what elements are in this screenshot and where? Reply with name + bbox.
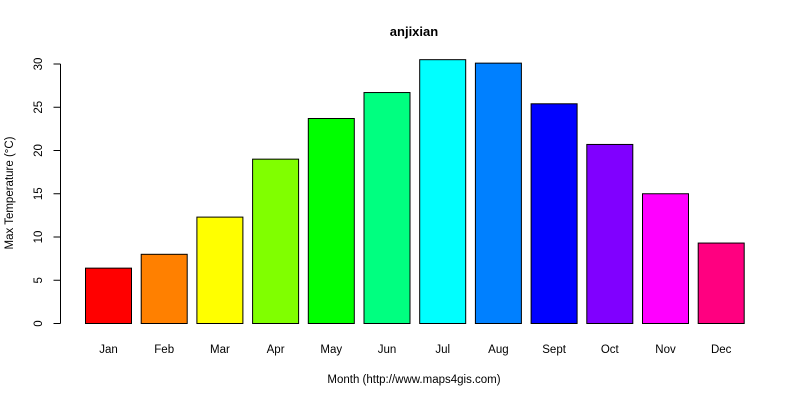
chart-title: anjixian [390,24,438,39]
x-tick-label: Jul [435,344,450,356]
bar-feb [140,253,188,324]
x-tick-label: May [320,344,342,356]
x-tick-label: Aug [488,344,508,356]
y-tick-label: 20 [33,144,45,157]
x-tick-label: Apr [267,344,285,356]
bar-jun [363,92,411,324]
x-tick-labels: Jan Feb Mar Apr May Jun Jul Aug Sept Oct Nov Dec [99,344,731,356]
bar-nov [642,193,689,324]
y-tick-label: 5 [33,277,45,283]
bar-oct [586,143,634,324]
x-tick-label: Jan [99,344,118,356]
x-tick-label: Dec [711,344,732,356]
y-tick-label: 25 [33,101,45,114]
bar-aug [474,62,522,324]
y-axis-label: Max Temperature (°C) [4,136,16,249]
x-tick-label: Feb [154,344,174,356]
bar-apr [252,158,300,324]
bar-may [307,117,355,325]
bar-jul [419,59,467,325]
y-tick-label: 10 [33,231,45,244]
x-tick-label: Nov [655,344,676,356]
bar-sept [530,103,578,325]
bar-dec [697,242,745,324]
x-tick-label: Oct [601,344,620,356]
x-tick-label: Sept [542,344,566,356]
x-tick-label: Jun [378,344,397,356]
x-axis-label: Month (http://www.maps4gis.com) [327,374,500,386]
bar-jan [85,267,132,325]
y-tick-label: 0 [33,320,45,326]
bar-mar [196,216,244,324]
y-tick-label: 30 [33,58,45,71]
x-tick-label: Mar [210,344,230,356]
y-tick-label: 15 [33,187,45,200]
y-axis: 0 5 10 15 20 25 30 [33,58,61,327]
bars-group [85,59,745,325]
